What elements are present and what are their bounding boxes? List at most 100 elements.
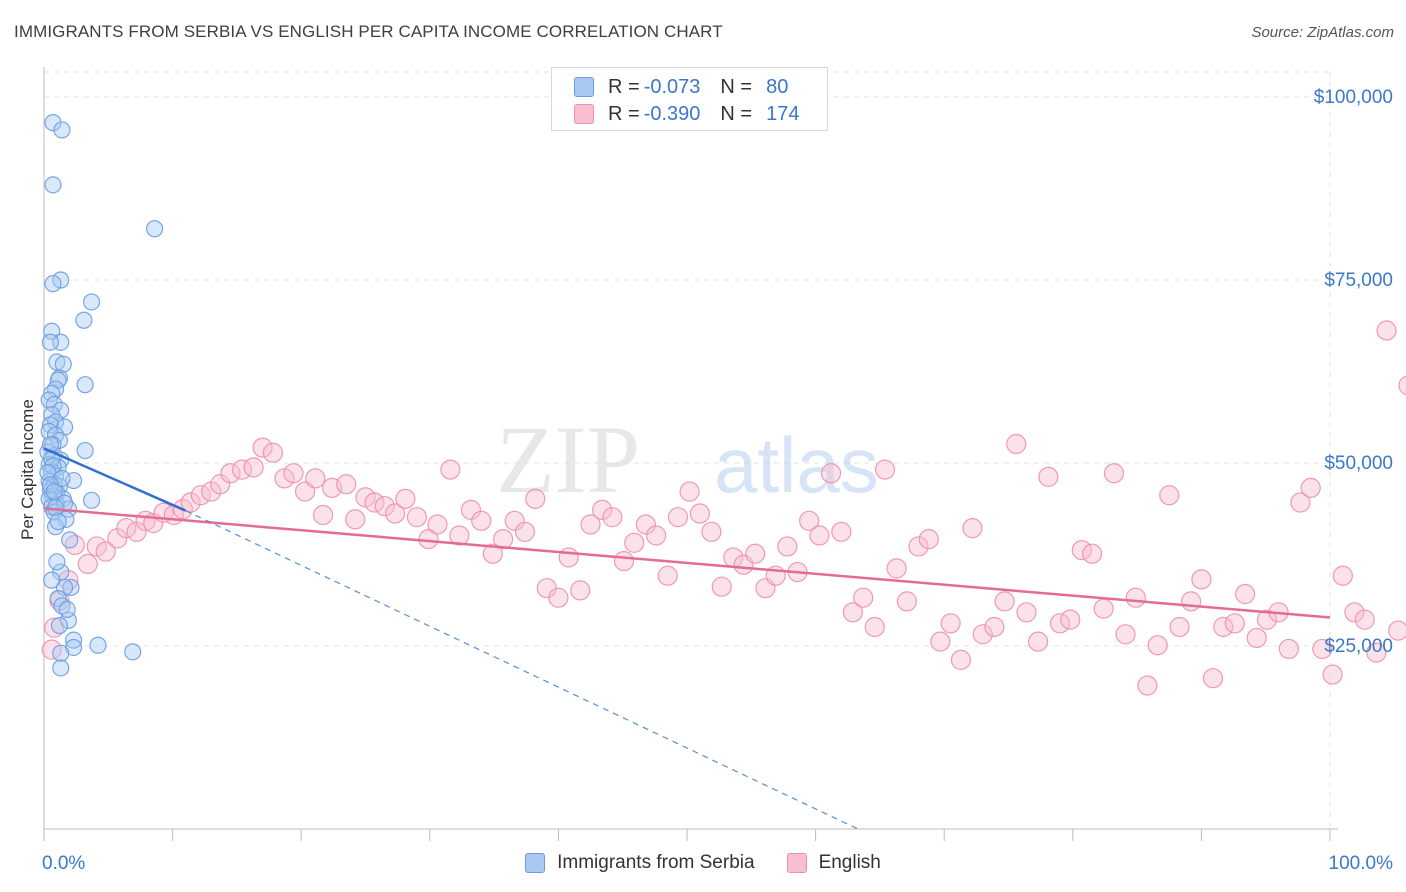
serbia-points bbox=[39, 114, 164, 677]
serbia-point bbox=[62, 578, 80, 597]
legend-item-serbia[interactable]: Immigrants from Serbia bbox=[525, 852, 755, 874]
watermark: ZIP atlas bbox=[496, 406, 879, 513]
english-point bbox=[930, 631, 951, 652]
english-point bbox=[1147, 635, 1168, 656]
english-swatch bbox=[574, 104, 594, 124]
english-point bbox=[809, 525, 830, 546]
english-point bbox=[345, 509, 366, 530]
english-point bbox=[1235, 583, 1256, 605]
english-point bbox=[940, 613, 961, 634]
english-point bbox=[1388, 620, 1406, 641]
serbia-point bbox=[49, 512, 67, 531]
y-tick-label: $75,000 bbox=[1324, 270, 1393, 291]
english-point bbox=[1159, 485, 1180, 506]
english-point bbox=[1027, 631, 1049, 652]
english-point bbox=[842, 602, 863, 623]
serbia-point bbox=[50, 616, 69, 635]
english-point bbox=[820, 463, 842, 484]
english-point bbox=[799, 510, 820, 531]
english-point bbox=[493, 529, 514, 550]
serbia-point bbox=[44, 176, 62, 194]
chart-source: Source: ZipAtlas.com bbox=[1251, 24, 1394, 41]
serbia-point bbox=[53, 121, 71, 139]
serbia-point bbox=[82, 491, 101, 509]
x-tick-label: 100.0% bbox=[1329, 853, 1394, 874]
english-point bbox=[1181, 591, 1202, 612]
english-point bbox=[701, 521, 722, 542]
english-point bbox=[427, 514, 448, 535]
y-tick-label: $50,000 bbox=[1324, 453, 1393, 474]
english-point bbox=[1246, 627, 1267, 649]
english-point bbox=[984, 616, 1005, 638]
english-point bbox=[646, 525, 667, 546]
english-point bbox=[777, 536, 798, 557]
serbia-point bbox=[41, 416, 60, 434]
legend-label-english: English bbox=[818, 852, 881, 873]
english-point bbox=[831, 521, 852, 542]
english-point bbox=[950, 649, 972, 671]
english-point bbox=[471, 510, 492, 531]
english-point bbox=[312, 504, 334, 526]
english-point bbox=[1202, 668, 1224, 689]
stats-legend: R = -0.073 N = 80 R = -0.390 N = 174 bbox=[551, 67, 828, 131]
serbia-point bbox=[55, 578, 74, 597]
serbia-point bbox=[89, 636, 107, 654]
chart-title: IMMIGRANTS FROM SERBIA VS ENGLISH PER CA… bbox=[14, 22, 723, 41]
english-point bbox=[1137, 675, 1158, 696]
serbia-point bbox=[76, 376, 94, 394]
english-point bbox=[64, 534, 85, 556]
english-point bbox=[440, 459, 461, 480]
serbia-point bbox=[54, 355, 72, 373]
stats-legend-row-serbia: R = -0.073 N = 80 bbox=[574, 76, 788, 98]
english-point bbox=[305, 468, 326, 489]
axes bbox=[43, 67, 1338, 841]
english-point bbox=[210, 474, 231, 495]
english-point bbox=[558, 547, 579, 568]
serbia-point bbox=[44, 275, 62, 293]
english-point bbox=[853, 587, 874, 608]
english-point bbox=[77, 553, 98, 575]
english-point bbox=[864, 616, 885, 638]
serbia-point bbox=[124, 643, 142, 661]
english-point bbox=[1344, 602, 1365, 623]
r-label: R = bbox=[608, 75, 640, 98]
english-point bbox=[613, 550, 635, 572]
english-point bbox=[44, 617, 65, 638]
watermark-zip: ZIP bbox=[496, 406, 640, 513]
english-point bbox=[1191, 569, 1212, 590]
english-point bbox=[180, 492, 201, 513]
serbia-point bbox=[76, 441, 94, 460]
n-value: 174 bbox=[766, 102, 800, 125]
english-point bbox=[657, 565, 678, 586]
legend-item-english[interactable]: English bbox=[786, 852, 881, 874]
english-point bbox=[262, 442, 284, 463]
r-label: R = bbox=[608, 102, 640, 125]
english-point bbox=[283, 463, 304, 484]
english-point bbox=[1213, 616, 1234, 638]
english-point bbox=[406, 507, 428, 528]
english-point bbox=[972, 624, 993, 645]
english-point bbox=[745, 543, 766, 564]
serbia-point bbox=[75, 311, 93, 329]
serbia-point bbox=[43, 571, 61, 589]
english-point bbox=[1322, 664, 1343, 685]
legend-label-serbia: Immigrants from Serbia bbox=[557, 852, 755, 873]
english-point bbox=[689, 503, 710, 524]
english-point bbox=[384, 503, 406, 524]
english-point bbox=[374, 496, 395, 517]
serbia-point bbox=[82, 293, 101, 311]
english-point bbox=[874, 459, 896, 480]
english-point bbox=[95, 541, 116, 562]
english-point bbox=[580, 514, 601, 535]
english-trend-line bbox=[43, 507, 1331, 619]
trend-lines bbox=[43, 447, 1331, 830]
serbia-point bbox=[46, 413, 65, 431]
english-point bbox=[548, 587, 569, 608]
english-point bbox=[1103, 463, 1125, 484]
serbia-trend-line bbox=[43, 447, 186, 512]
english-point bbox=[667, 507, 689, 528]
serbia-swatch bbox=[525, 853, 546, 873]
english-point bbox=[570, 580, 591, 601]
serbia-point bbox=[52, 644, 70, 662]
